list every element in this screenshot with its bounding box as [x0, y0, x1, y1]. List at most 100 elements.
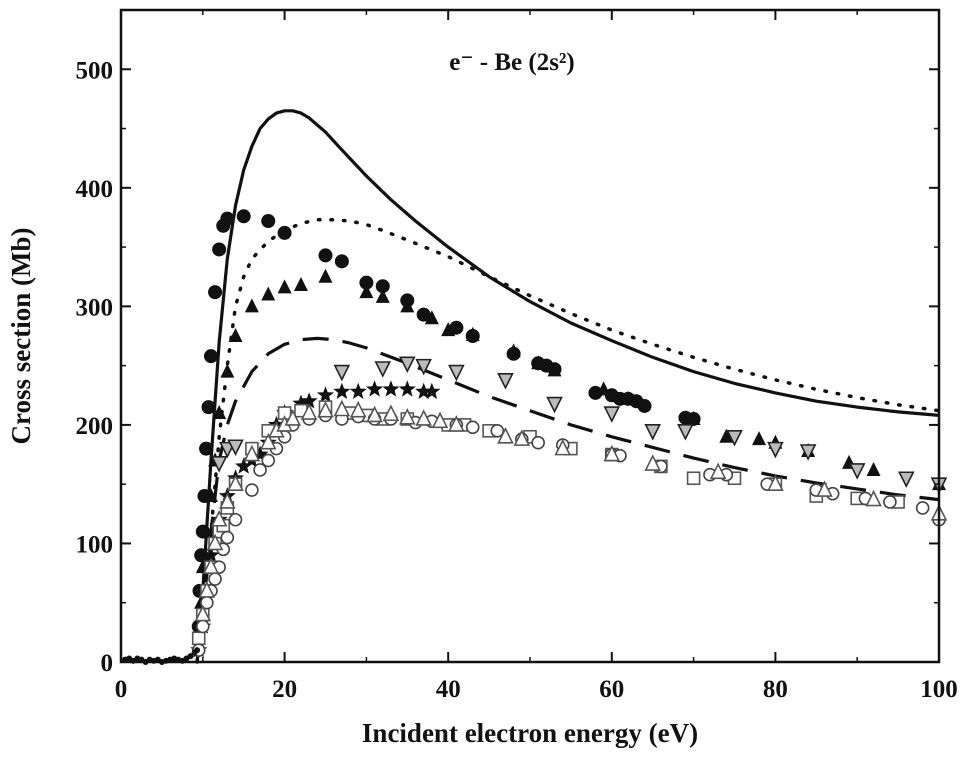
data-point-filled-triangle [596, 381, 611, 396]
x-tick-label: 60 [599, 676, 624, 703]
data-point-open-triangle [243, 444, 261, 462]
data-point-open-triangle [448, 415, 465, 432]
data-point-filled-triangle [547, 362, 562, 377]
data-point-inverted-triangle [603, 406, 621, 423]
data-point-open-triangle [366, 405, 383, 423]
data-point-inverted-triangle [546, 396, 563, 414]
x-tick-label: 0 [115, 676, 128, 703]
data-point-open-circle [883, 495, 897, 509]
x-tick-label: 100 [920, 676, 958, 703]
data-point-star [415, 382, 433, 399]
data-point-open-triangle [210, 509, 228, 527]
data-point-filled-circle [375, 279, 390, 294]
data-point-star [235, 457, 253, 474]
data-point-open-circle [220, 530, 235, 545]
series-10 [194, 399, 948, 622]
series-3 [195, 336, 940, 663]
data-point-open-triangle [554, 438, 572, 456]
data-point-filled-triangle [531, 355, 546, 370]
data-point-inverted-triangle [677, 424, 694, 441]
data-point-inverted-triangle [497, 373, 514, 390]
data-point-star [292, 394, 310, 411]
data-point-filled-triangle [261, 286, 276, 301]
data-point-star [316, 386, 335, 403]
data-point-open-circle [228, 512, 243, 527]
data-point-inverted-triangle [227, 439, 244, 457]
data-point-threshold [194, 647, 201, 654]
data-point-inverted-triangle [767, 441, 784, 459]
data-point-open-circle [465, 420, 480, 435]
data-point-filled-triangle [359, 284, 374, 299]
y-tick-label: 200 [76, 413, 114, 440]
data-point-filled-circle [359, 275, 374, 290]
x-tick-label: 20 [272, 676, 297, 703]
curve-solid [195, 109, 940, 663]
data-point-filled-triangle [506, 343, 521, 358]
data-point-open-circle [490, 424, 505, 438]
data-point-inverted-triangle [799, 444, 817, 461]
data-point-open-triangle [382, 404, 400, 422]
curve-dotted [195, 218, 941, 664]
data-point-inverted-triangle [374, 361, 392, 378]
data-point-inverted-triangle [448, 364, 465, 382]
data-point-star [333, 382, 351, 399]
data-point-open-square [191, 631, 206, 646]
data-point-star [251, 445, 269, 462]
data-marks [122, 109, 948, 665]
data-point-open-circle [261, 453, 276, 468]
data-point-inverted-triangle [399, 356, 416, 374]
data-point-filled-triangle [866, 461, 881, 476]
data-point-filled-circle [277, 225, 292, 240]
data-point-open-triangle [865, 489, 882, 507]
series-2 [195, 218, 941, 664]
data-point-open-triangle [513, 429, 531, 446]
series-5 [191, 268, 946, 645]
x-tick-label: 80 [763, 676, 788, 703]
data-point-open-square [686, 471, 701, 486]
data-point-filled-circle [449, 320, 464, 335]
data-point-filled-triangle [293, 277, 308, 292]
series-6 [210, 356, 948, 494]
data-point-open-triangle [399, 408, 416, 425]
data-point-filled-triangle [375, 288, 390, 303]
data-point-inverted-triangle [726, 429, 743, 447]
data-point-open-triangle [333, 399, 351, 417]
data-point-open-circle [531, 435, 545, 450]
data-point-inverted-triangle [897, 471, 915, 489]
data-point-inverted-triangle [333, 364, 351, 382]
data-point-filled-triangle [203, 488, 218, 503]
data-point-star [423, 382, 441, 399]
data-point-open-triangle [198, 581, 216, 598]
data-point-open-triangle [259, 432, 277, 450]
data-point-filled-circle [588, 385, 603, 400]
data-point-inverted-triangle [210, 456, 228, 473]
data-point-filled-circle [212, 242, 227, 257]
data-point-filled-circle [261, 214, 276, 229]
annotation-label: e⁻ - Be (2s²) [449, 49, 575, 76]
data-point-open-triangle [497, 426, 514, 444]
data-point-filled-circle [201, 400, 216, 415]
data-point-filled-circle [220, 211, 235, 226]
data-point-filled-triangle [244, 298, 259, 313]
data-point-filled-triangle [277, 279, 292, 294]
data-point-inverted-triangle [848, 463, 866, 480]
data-point-inverted-triangle [644, 424, 661, 441]
data-point-open-triangle [227, 474, 244, 491]
data-point-filled-triangle [621, 390, 636, 405]
data-point-filled-triangle [199, 523, 214, 538]
data-point-open-triangle [349, 400, 367, 418]
data-point-filled-circle [318, 248, 333, 263]
data-point-open-triangle [644, 454, 661, 471]
y-tick-label: 100 [76, 531, 114, 558]
data-point-star [366, 380, 384, 397]
data-point-filled-circle [416, 307, 431, 322]
data-point-filled-circle [208, 285, 223, 300]
x-axis-label: Incident electron energy (eV) [362, 718, 698, 748]
data-point-open-triangle [206, 533, 224, 551]
data-point-open-triangle [603, 444, 621, 462]
data-point-open-triangle [284, 409, 302, 426]
data-point-filled-circle [334, 254, 349, 269]
data-point-filled-circle [194, 548, 209, 563]
